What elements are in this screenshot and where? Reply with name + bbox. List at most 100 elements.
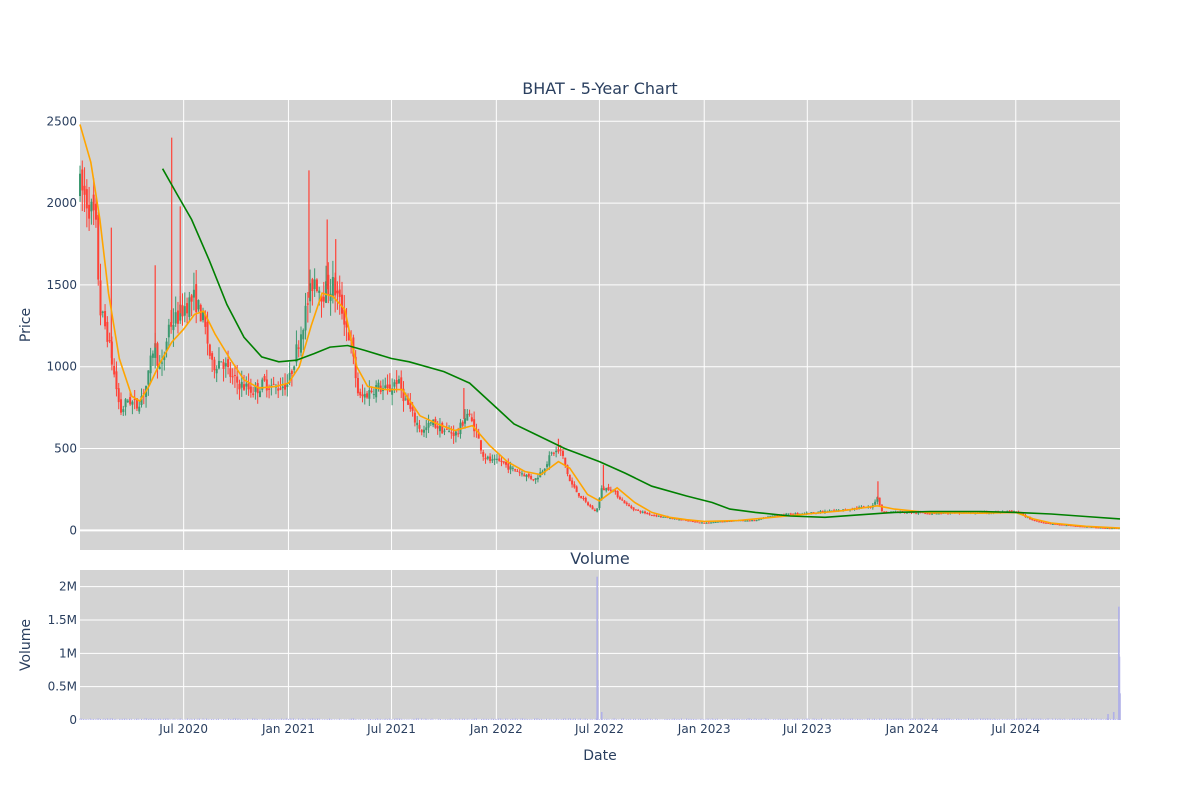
candle-body: [514, 469, 517, 471]
volume-bar: [833, 719, 835, 720]
volume-bar: [677, 718, 679, 720]
volume-bar: [624, 719, 626, 720]
volume-bar: [223, 719, 225, 720]
volume-bar: [498, 718, 500, 720]
volume-bar: [412, 718, 414, 720]
volume-bar: [858, 718, 860, 720]
candle-body: [243, 384, 246, 390]
price-y-ticks: 0 500 1000 1500 2000 2500: [46, 114, 77, 537]
volume-bar: [660, 719, 662, 720]
volume-bar: [1070, 719, 1072, 720]
volume-bar: [689, 718, 691, 720]
candle-body: [165, 341, 168, 352]
volume-bar: [913, 718, 915, 720]
volume-bar: [586, 718, 588, 720]
volume-bar: [559, 719, 561, 720]
volume-bar: [952, 718, 954, 720]
candle-body: [1035, 520, 1038, 522]
volume-bar: [489, 719, 491, 720]
candle-body: [1111, 528, 1114, 530]
volume-bar: [920, 718, 922, 720]
volume-bar: [668, 719, 670, 720]
volume-bar: [839, 718, 841, 720]
volume-bar: [474, 718, 476, 720]
candle-body: [498, 458, 501, 461]
volume-bar: [713, 719, 715, 720]
candle-body: [254, 385, 257, 392]
volume-bar: [393, 718, 395, 720]
candle-body: [1108, 528, 1111, 530]
volume-bar: [727, 719, 729, 720]
candle-body: [236, 376, 239, 383]
candle-body: [789, 513, 792, 515]
candle-body: [550, 452, 553, 454]
volume-y-tick-label: 1M: [59, 646, 77, 660]
volume-bar: [144, 718, 146, 720]
volume-bar: [101, 719, 103, 720]
volume-bar: [421, 718, 423, 720]
volume-bar: [846, 718, 848, 720]
volume-bar: [680, 718, 682, 720]
volume-bar: [260, 719, 262, 720]
candle-body: [880, 505, 883, 512]
candle-body: [915, 512, 918, 514]
volume-bar: [674, 718, 676, 720]
candle-body: [361, 394, 364, 397]
volume-bar: [838, 719, 840, 720]
volume-bar: [516, 718, 518, 720]
candle-body: [493, 458, 496, 460]
volume-bar: [378, 719, 380, 720]
volume-bar: [296, 719, 298, 720]
volume-bar: [217, 718, 219, 720]
candle-body: [937, 513, 940, 515]
volume-bar: [284, 718, 286, 720]
candle-body: [161, 362, 164, 364]
volume-bar: [540, 718, 542, 720]
volume-bar: [477, 719, 479, 720]
volume-bar: [706, 718, 708, 720]
volume-bar: [1039, 718, 1041, 720]
short-moving-average-line: [79, 124, 1121, 529]
candle-body: [347, 332, 350, 341]
volume-bar: [740, 719, 742, 720]
candle-body: [113, 365, 116, 375]
volume-bar: [692, 718, 694, 720]
volume-bar: [166, 718, 168, 720]
volume-bar: [766, 718, 768, 720]
candle-body: [156, 343, 159, 366]
volume-bar: [224, 718, 226, 720]
volume-bar: [573, 718, 575, 720]
volume-bar: [279, 719, 281, 720]
volume-bar: [985, 718, 987, 720]
price-y-tick-label: 1500: [46, 278, 77, 292]
volume-bar: [797, 718, 799, 720]
volume-bar: [510, 719, 512, 720]
volume-bar: [255, 718, 257, 720]
volume-bar: [197, 718, 199, 720]
x-tick-label: Jul 2023: [782, 722, 832, 736]
volume-bar: [544, 719, 546, 720]
candle-body: [484, 457, 487, 460]
volume-bar: [868, 718, 870, 720]
volume-bar: [561, 718, 563, 720]
price-y-tick-label: 0: [69, 523, 77, 537]
volume-bar: [96, 718, 98, 720]
volume-bar: [125, 718, 127, 720]
volume-bar: [443, 719, 445, 720]
volume-bar: [94, 719, 96, 720]
volume-bar: [410, 719, 412, 720]
volume-bar: [494, 718, 496, 720]
volume-bar: [824, 719, 826, 720]
volume-bar: [1099, 718, 1101, 720]
candle-body: [279, 388, 282, 390]
volume-bar: [387, 719, 389, 720]
candle-body: [696, 521, 699, 523]
volume-bar: [211, 719, 213, 720]
volume-bar: [578, 718, 580, 720]
candle-body: [678, 519, 681, 521]
volume-bar: [966, 719, 968, 720]
volume-bar: [1031, 718, 1033, 720]
candle-body: [170, 322, 173, 327]
volume-peak-bar: [1119, 693, 1121, 720]
volume-bar: [1007, 718, 1009, 720]
